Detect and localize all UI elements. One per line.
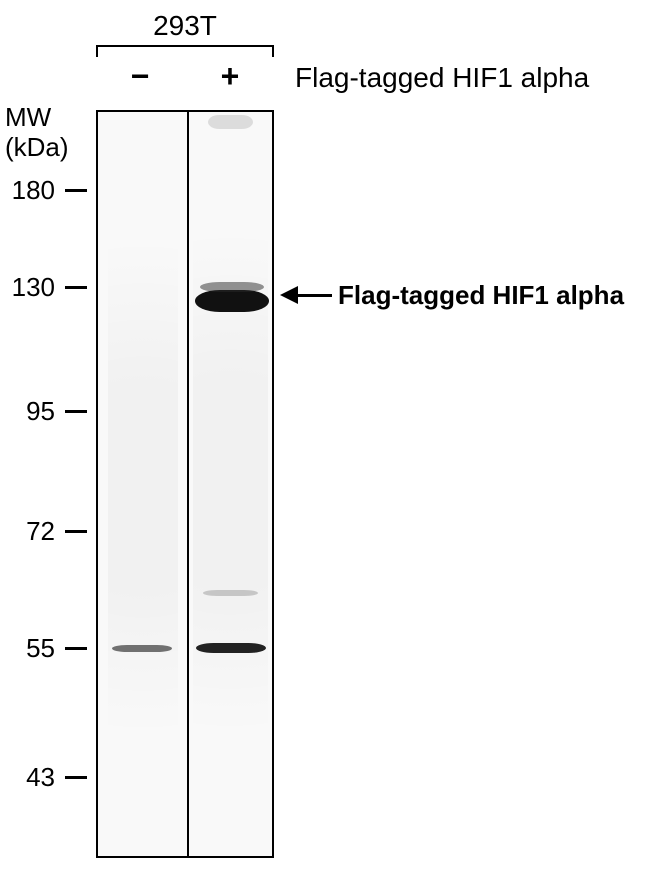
arrow-head-icon bbox=[280, 286, 298, 304]
lane-bracket bbox=[96, 45, 274, 55]
lane2-symbol: + bbox=[215, 58, 245, 95]
mw-header: MW bbox=[5, 102, 51, 133]
mw-tick bbox=[65, 189, 87, 192]
cell-line-label: 293T bbox=[96, 10, 274, 42]
mw-tick bbox=[65, 286, 87, 289]
membrane-noise bbox=[108, 132, 178, 842]
band-faint-62kda bbox=[203, 590, 258, 596]
arrow-line bbox=[298, 294, 332, 297]
mw-marker-72: 72 bbox=[5, 516, 55, 547]
band-55kda-lane1 bbox=[112, 645, 172, 652]
band-annotation-label: Flag-tagged HIF1 alpha bbox=[338, 280, 624, 311]
lane1-symbol: − bbox=[125, 58, 155, 95]
mw-tick bbox=[65, 776, 87, 779]
mw-marker-43: 43 bbox=[5, 762, 55, 793]
mw-unit: (kDa) bbox=[5, 132, 69, 163]
mw-marker-180: 180 bbox=[5, 175, 55, 206]
mw-marker-130: 130 bbox=[5, 272, 55, 303]
mw-tick bbox=[65, 530, 87, 533]
mw-marker-55: 55 bbox=[5, 633, 55, 664]
western-blot-figure: 293T − + Flag-tagged HIF1 alpha MW (kDa)… bbox=[0, 0, 650, 884]
condition-label: Flag-tagged HIF1 alpha bbox=[295, 62, 589, 94]
membrane-noise bbox=[193, 122, 268, 842]
mw-tick bbox=[65, 410, 87, 413]
lane-divider bbox=[187, 112, 189, 856]
band-55kda-lane2 bbox=[196, 643, 266, 653]
band-hif1a-flag bbox=[195, 290, 269, 312]
mw-tick bbox=[65, 647, 87, 650]
band-hif1a-flag-smear bbox=[200, 282, 264, 292]
well-smear-lane2 bbox=[208, 115, 253, 129]
mw-marker-95: 95 bbox=[5, 396, 55, 427]
blot-membrane bbox=[96, 110, 274, 858]
